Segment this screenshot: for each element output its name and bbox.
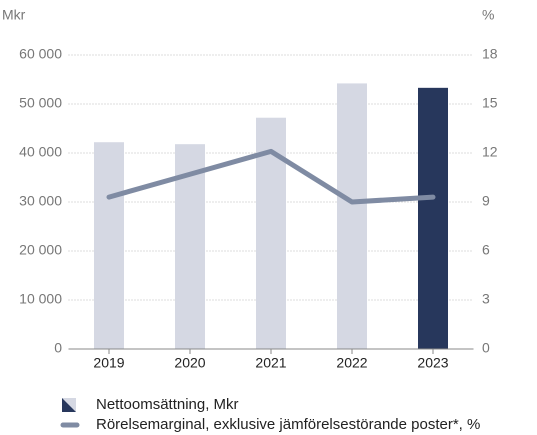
y-axis-unit: Mkr <box>2 7 26 23</box>
bar <box>418 87 448 349</box>
y2-tick-label: 12 <box>482 144 498 160</box>
x-tick-label: 2019 <box>93 355 124 371</box>
line-series <box>106 148 436 205</box>
legend-icon <box>62 398 76 412</box>
y2-tick-label: 0 <box>482 340 490 356</box>
y2-tick-label: 9 <box>482 193 490 209</box>
x-tick-label: 2020 <box>174 355 205 371</box>
y-tick-label: 0 <box>54 340 62 356</box>
x-tick-label: 2023 <box>417 355 448 371</box>
y-tick-label: 10 000 <box>19 291 62 307</box>
x-tick-label: 2021 <box>255 355 286 371</box>
y-tick-label: 40 000 <box>19 144 62 160</box>
bar <box>94 142 124 349</box>
y2-tick-label: 15 <box>482 95 498 111</box>
y-tick-label: 50 000 <box>19 95 62 111</box>
y-tick-label: 60 000 <box>19 46 62 62</box>
y-tick-label: 30 000 <box>19 193 62 209</box>
y2-axis-unit: % <box>482 7 494 23</box>
y-tick-label: 20 000 <box>19 242 62 258</box>
y2-tick-label: 18 <box>482 46 498 62</box>
y2-tick-label: 6 <box>482 242 490 258</box>
y2-tick-label: 3 <box>482 291 490 307</box>
legend-label: Nettoomsättning, Mkr <box>96 396 239 413</box>
x-tick-label: 2022 <box>336 355 367 371</box>
bar <box>337 83 367 350</box>
legend-label: Rörelsemarginal, exklusive jämförelsestö… <box>96 416 480 433</box>
